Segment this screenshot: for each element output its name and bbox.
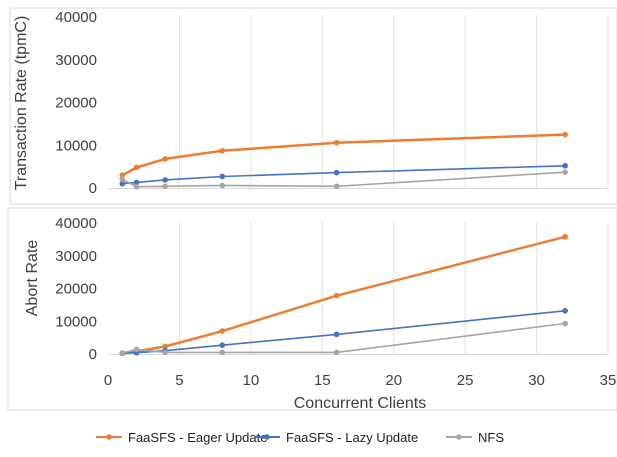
bottom-chart-frame — [7, 207, 617, 411]
bottom-x-axis-title: Concurrent Clients — [294, 395, 427, 412]
top-point-faasfs-eager-update-32 — [562, 131, 568, 138]
top-point-faasfs-eager-update-2 — [133, 164, 140, 171]
bottom-point-faasfs-lazy-update-32 — [562, 307, 568, 314]
legend-item-nfs: NFS — [446, 430, 504, 445]
top-y-tick-0: 0 — [89, 180, 97, 197]
top-point-nfs-1 — [119, 176, 126, 183]
bottom-point-nfs-16 — [333, 349, 340, 356]
top-y-tick-30000: 30000 — [55, 52, 97, 69]
top-chart-frame — [9, 7, 617, 205]
top-point-nfs-8 — [219, 182, 226, 189]
top-point-faasfs-lazy-update-16 — [333, 169, 340, 176]
bottom-x-tick-20: 20 — [385, 372, 402, 389]
bottom-x-tick-15: 15 — [314, 372, 331, 389]
bottom-point-faasfs-eager-update-4 — [162, 343, 168, 350]
bottom-y-axis-title: Abort Rate — [24, 240, 41, 317]
top-point-faasfs-eager-update-8 — [219, 148, 226, 154]
legend-label-faasfs-lazy-update: FaaSFS - Lazy Update — [286, 430, 418, 445]
bottom-x-tick-35: 35 — [600, 372, 617, 389]
bottom-point-faasfs-eager-update-8 — [219, 328, 226, 334]
bottom-point-faasfs-lazy-update-16 — [333, 331, 340, 338]
bottom-y-tick-20000: 20000 — [55, 281, 97, 298]
bottom-point-nfs-4 — [162, 349, 168, 356]
bottom-x-tick-labels: 0 5 10 15 20 25 30 35 — [104, 372, 617, 389]
bottom-point-nfs-2 — [133, 346, 140, 353]
bottom-y-tick-10000: 10000 — [55, 313, 97, 330]
bottom-point-nfs-32 — [562, 320, 568, 327]
top-y-axis-title: Transaction Rate (tpmC) — [13, 16, 30, 191]
legend-swatch-marker-nfs — [456, 434, 462, 440]
bottom-point-faasfs-eager-update-32 — [562, 233, 568, 240]
top-point-nfs-16 — [333, 183, 340, 190]
top-point-faasfs-eager-update-1 — [119, 172, 126, 178]
legend-label-nfs: NFS — [478, 430, 504, 445]
bottom-x-tick-5: 5 — [175, 372, 183, 389]
top-point-faasfs-lazy-update-1 — [119, 180, 126, 187]
top-point-faasfs-eager-update-4 — [162, 156, 168, 162]
top-gridlines — [108, 15, 609, 190]
top-point-faasfs-eager-update-16 — [333, 139, 340, 146]
top-y-tick-10000: 10000 — [55, 137, 97, 154]
bottom-series-nfs — [119, 320, 568, 356]
transaction-rate-chart: 0 10000 20000 30000 40000 Transaction Rate (… — [9, 7, 617, 205]
bottom-x-tick-30: 30 — [528, 372, 545, 389]
legend: FaaSFS - Eager Update FaaSFS - Lazy Updat… — [96, 430, 504, 445]
bottom-point-nfs-1 — [119, 350, 126, 356]
bottom-point-faasfs-eager-update-16 — [333, 292, 340, 299]
top-y-tick-40000: 40000 — [55, 9, 97, 26]
top-point-faasfs-lazy-update-8 — [219, 173, 226, 180]
legend-item-faasfs-eager-update: FaaSFS - Eager Update — [96, 430, 267, 445]
bottom-point-faasfs-lazy-update-8 — [219, 342, 226, 348]
top-series-group — [119, 131, 568, 190]
top-series-faasfs-eager-update — [119, 131, 568, 178]
top-y-tick-labels: 0 10000 20000 30000 40000 — [55, 9, 97, 197]
bottom-x-tick-10: 10 — [243, 372, 260, 389]
bottom-x-tick-0: 0 — [104, 372, 112, 389]
top-point-nfs-4 — [162, 183, 168, 190]
top-series-faasfs-lazy-update — [119, 162, 568, 187]
legend-swatch-marker-faasfs-lazy-update — [264, 434, 270, 440]
legend-label-faasfs-eager-update: FaaSFS - Eager Update — [128, 430, 267, 445]
bottom-y-tick-30000: 30000 — [55, 248, 97, 265]
top-point-faasfs-lazy-update-4 — [162, 177, 168, 183]
abort-rate-chart: 0 10000 20000 30000 40000 0 5 10 15 20 25 30 35 Abo… — [7, 207, 617, 412]
top-point-faasfs-lazy-update-32 — [562, 162, 568, 169]
bottom-point-nfs-8 — [219, 349, 226, 356]
top-point-nfs-32 — [562, 169, 568, 175]
bottom-y-tick-labels: 0 10000 20000 30000 40000 — [55, 215, 97, 363]
bottom-x-tick-25: 25 — [457, 372, 474, 389]
top-y-tick-20000: 20000 — [55, 95, 97, 112]
top-series-nfs — [119, 169, 568, 190]
bottom-series-group — [119, 233, 568, 357]
top-point-faasfs-lazy-update-2 — [133, 179, 140, 186]
bottom-y-tick-40000: 40000 — [55, 215, 97, 232]
top-point-nfs-2 — [133, 183, 140, 190]
legend-swatch-marker-faasfs-eager-update — [106, 434, 112, 440]
bottom-y-tick-0: 0 — [89, 346, 97, 363]
legend-item-faasfs-lazy-update: FaaSFS - Lazy Update — [254, 430, 418, 445]
